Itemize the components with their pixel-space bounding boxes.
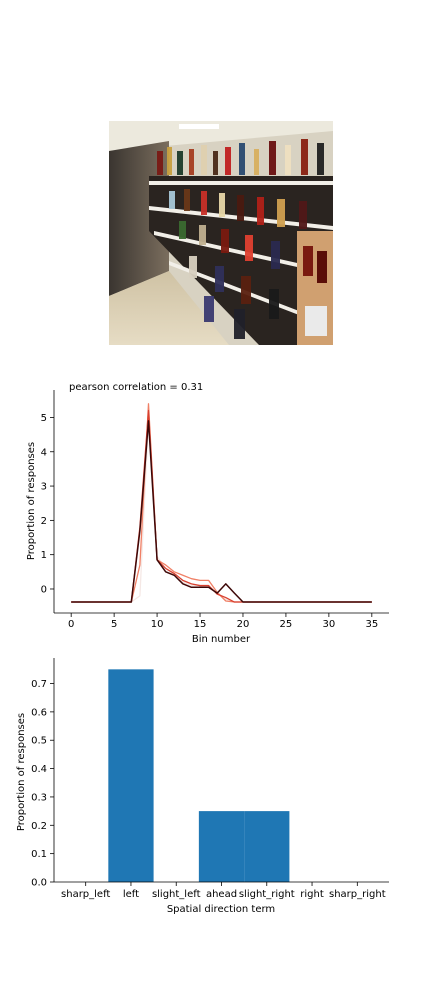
line-chart: pearson correlation = 0.31 0 5 10 15 20 25 30 3… [26, 382, 389, 645]
y-axis-ticks: 0 1 2 3 4 5 [41, 413, 54, 595]
bar-slight-right [244, 811, 290, 882]
x-tick-label: 0 [68, 619, 74, 630]
x-tick-label: left [123, 889, 139, 900]
y-axis-label: Proportion of responses [16, 713, 27, 831]
y-axis-label: Proportion of responses [26, 442, 37, 560]
y-tick-label: 2 [41, 516, 47, 527]
y-tick-label: 5 [41, 413, 47, 424]
x-axis-label: Spatial direction term [167, 904, 275, 915]
y-tick-label: 0.2 [31, 821, 47, 832]
x-axis-ticks: sharp_left left slight_left ahead slight_rig… [61, 882, 386, 900]
chart-title: pearson correlation = 0.31 [69, 382, 203, 393]
x-tick-label: 35 [365, 619, 378, 630]
x-tick-label: right [300, 889, 324, 900]
series-line-0 [71, 416, 372, 603]
x-tick-label: 30 [323, 619, 336, 630]
y-tick-label: 4 [41, 447, 47, 458]
x-axis-label: Bin number [192, 634, 251, 645]
x-tick-label: sharp_left [61, 889, 110, 900]
x-tick-label: slight_right [239, 889, 295, 900]
x-tick-label: 10 [151, 619, 164, 630]
plot-area [53, 658, 389, 883]
x-tick-label: 25 [280, 619, 293, 630]
plot-area [53, 390, 389, 614]
series-line-3 [71, 420, 372, 603]
y-tick-label: 0.4 [31, 764, 47, 775]
y-tick-label: 0.7 [31, 679, 47, 690]
x-tick-label: 20 [237, 619, 250, 630]
x-tick-label: sharp_right [329, 889, 386, 900]
x-tick-label: ahead [206, 889, 237, 900]
y-tick-label: 1 [41, 550, 47, 561]
series-line-1 [71, 403, 372, 603]
y-tick-label: 0.1 [31, 849, 47, 860]
y-tick-label: 3 [41, 482, 47, 493]
y-tick-label: 0.6 [31, 707, 47, 718]
bar-ahead [198, 811, 245, 882]
y-tick-label: 0.5 [31, 736, 47, 747]
y-axis-ticks: 0.0 0.1 0.2 0.3 0.4 0.5 0.6 0.7 [31, 679, 54, 889]
series-line-2 [71, 409, 372, 603]
y-tick-label: 0.0 [31, 878, 47, 889]
y-tick-label: 0.3 [31, 792, 47, 803]
x-tick-label: 5 [111, 619, 117, 630]
y-tick-label: 0 [41, 584, 47, 595]
x-tick-label: 15 [194, 619, 207, 630]
bar-left [108, 669, 154, 882]
x-axis-ticks: 0 5 10 15 20 25 30 35 [68, 613, 378, 630]
bar-chart: sharp_left left slight_left ahead slight_rig… [16, 658, 389, 915]
x-tick-label: slight_left [152, 889, 201, 900]
liquor-store-photo [109, 121, 333, 345]
